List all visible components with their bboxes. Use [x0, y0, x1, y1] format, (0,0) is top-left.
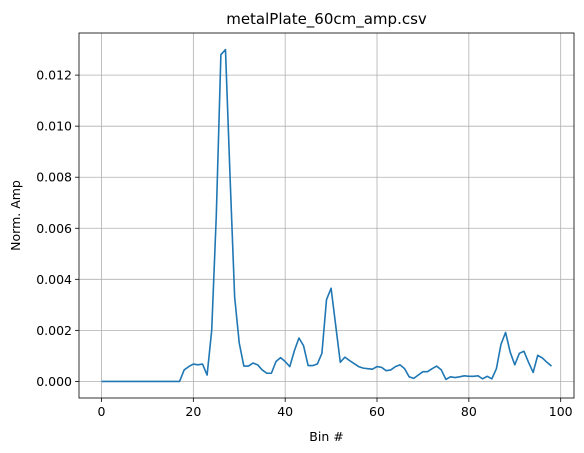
y-axis: 0.000 0.002 0.004 0.006 0.008 0.010 0.012: [36, 68, 79, 389]
x-tick-label: 40: [277, 404, 293, 419]
plot-area: [101, 48, 553, 383]
series-line: [101, 48, 553, 383]
y-tick-label: 0.010: [36, 119, 72, 134]
y-axis-label: Norm. Amp: [8, 180, 23, 251]
y-tick-label: 0.012: [36, 68, 72, 83]
y-tick-label: 0.004: [36, 272, 72, 287]
x-tick-label: 20: [185, 404, 201, 419]
x-tick-label: 100: [549, 404, 573, 419]
x-tick-label: 80: [461, 404, 477, 419]
y-tick-label: 0.002: [36, 323, 72, 338]
chart-title: metalPlate_60cm_amp.csv: [226, 10, 427, 29]
x-axis: 0 20 40 60 80 100: [98, 398, 573, 419]
x-tick-label: 0: [98, 404, 106, 419]
grid: [79, 33, 574, 398]
x-axis-label: Bin #: [309, 429, 343, 444]
x-tick-label: 60: [369, 404, 385, 419]
y-tick-label: 0.000: [36, 374, 72, 389]
y-tick-label: 0.008: [36, 170, 72, 185]
axes-frame: [78, 32, 575, 399]
y-tick-label: 0.006: [36, 221, 72, 236]
